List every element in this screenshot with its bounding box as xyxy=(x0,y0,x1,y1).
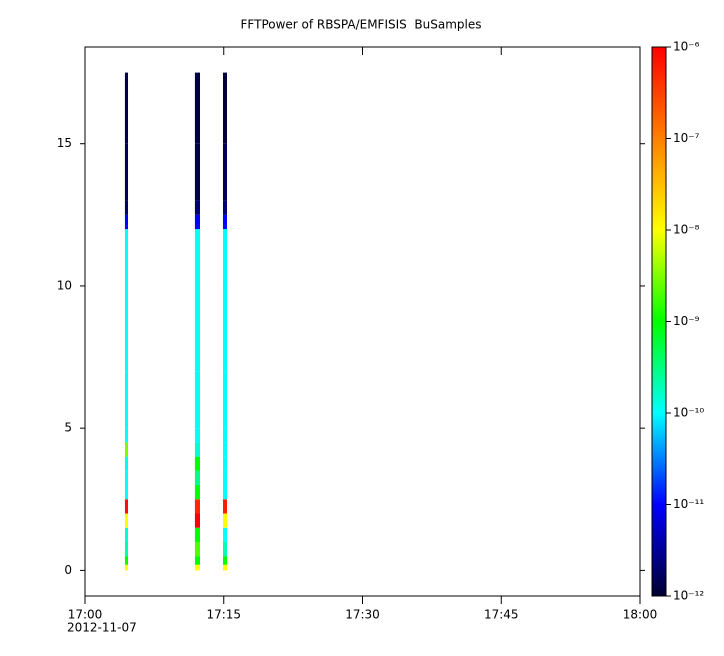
y-tick-label: 5 xyxy=(64,421,72,435)
spectrogram-cell xyxy=(124,499,129,514)
colorbar-tick-label: 10⁻⁹ xyxy=(673,314,700,328)
spectrogram-cell xyxy=(124,428,129,443)
x-tick-label: 17:30 xyxy=(345,608,380,622)
chart-title: FFTPower of RBSPA/EMFISIS BuSamples xyxy=(241,18,482,32)
spectrogram-cell xyxy=(194,371,201,429)
spectrogram-cell xyxy=(124,527,129,542)
colorbar-tick-label: 10⁻¹¹ xyxy=(673,497,704,511)
spectrogram-cell xyxy=(124,513,129,528)
spectrogram-cell xyxy=(222,200,227,215)
x-tick-label: 18:00 xyxy=(623,608,658,622)
x-tick-label: 17:00 xyxy=(68,608,103,622)
spectrogram-cell xyxy=(222,456,227,471)
spectrogram-cell xyxy=(194,72,201,144)
spectrogram-cell xyxy=(194,442,201,457)
spectrogram-cell xyxy=(124,485,129,500)
y-tick-label: 10 xyxy=(57,278,72,292)
spectrogram-cell xyxy=(222,499,227,514)
colorbar-tick-label: 10⁻¹² xyxy=(673,589,704,603)
spectrogram-cell xyxy=(124,541,129,557)
spectrogram-cell xyxy=(124,143,129,201)
x-tick-label: 17:45 xyxy=(484,608,519,622)
spectrogram-cell xyxy=(222,428,227,443)
spectrogram-cell xyxy=(194,527,201,542)
spectrogram-cell xyxy=(194,564,201,571)
spectrogram-cell xyxy=(222,564,227,571)
spectrogram-cell xyxy=(222,541,227,557)
x-date-label: 2012-11-07 xyxy=(67,621,137,635)
colorbar-tick-label: 10⁻⁷ xyxy=(673,131,700,145)
spectrogram-cell xyxy=(124,285,129,372)
spectrogram-cell xyxy=(194,556,201,565)
y-tick-label: 0 xyxy=(64,563,72,577)
plot-frame xyxy=(84,46,641,597)
spectrogram-cell xyxy=(124,556,129,565)
spectrogram-cell xyxy=(194,229,201,286)
spectrogram-cell xyxy=(124,564,129,571)
spectrogram-cell xyxy=(222,442,227,457)
spectrogram-cell xyxy=(124,229,129,286)
spectrogram-cell xyxy=(222,556,227,565)
spectrogram-cell xyxy=(124,214,129,230)
spectrogram-cell xyxy=(222,527,227,542)
spectrogram-cell xyxy=(222,371,227,429)
spectrogram-cell xyxy=(194,456,201,471)
spectrogram-cell xyxy=(124,72,129,144)
spectrogram-cell xyxy=(124,371,129,429)
spectrogram-cell xyxy=(194,470,201,486)
spectrogram-cell xyxy=(124,200,129,215)
spectrogram-cell xyxy=(124,442,129,457)
spectrogram-cell xyxy=(222,513,227,528)
colorbar-tick-label: 10⁻⁶ xyxy=(673,40,700,54)
spectrogram-cell xyxy=(194,513,201,528)
spectrogram-cell xyxy=(222,143,227,201)
spectrogram-cell xyxy=(222,470,227,486)
spectrogram-cell xyxy=(222,485,227,500)
spectrogram-cell xyxy=(194,214,201,230)
y-tick-label: 15 xyxy=(57,136,72,150)
spectrogram-cell xyxy=(194,143,201,201)
spectrogram-cell xyxy=(194,499,201,514)
spectrogram-cell xyxy=(194,428,201,443)
spectrogram-cell xyxy=(194,541,201,557)
colorbar-tick-label: 10⁻¹⁰ xyxy=(673,406,704,420)
spectrogram-cell xyxy=(194,200,201,215)
colorbar xyxy=(651,46,667,597)
spectrogram-cell xyxy=(124,456,129,471)
spectrogram-cell xyxy=(194,485,201,500)
spectrogram-cell xyxy=(124,470,129,486)
spectrogram-cell xyxy=(222,285,227,372)
spectrogram-cell xyxy=(194,285,201,372)
spectrogram-cell xyxy=(222,72,227,144)
x-tick-label: 17:15 xyxy=(206,608,241,622)
spectrogram-cell xyxy=(222,229,227,286)
spectrogram-cell xyxy=(222,214,227,230)
colorbar-tick-label: 10⁻⁸ xyxy=(673,223,700,237)
